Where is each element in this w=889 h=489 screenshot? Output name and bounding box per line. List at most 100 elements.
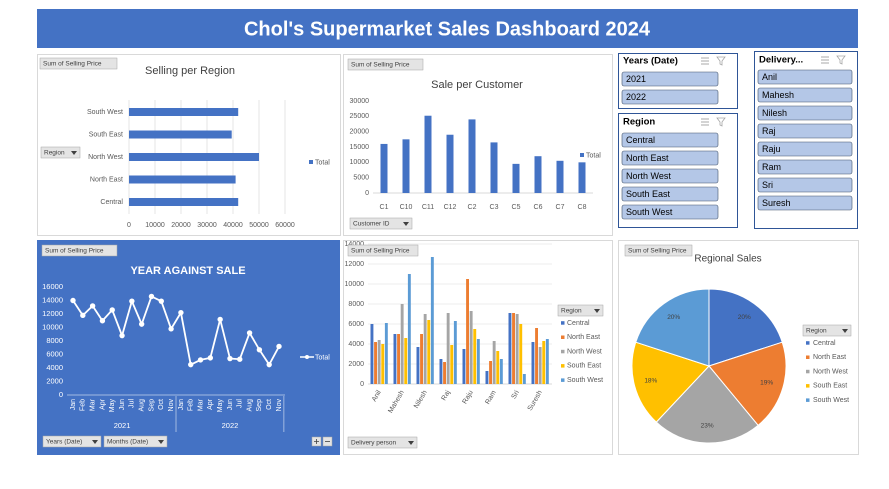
field-button[interactable] — [41, 244, 118, 257]
x-tick-label: C7 — [556, 204, 565, 211]
bar — [450, 345, 454, 384]
slicer-item[interactable] — [757, 123, 853, 139]
slicer-item[interactable] — [757, 141, 853, 157]
clear-filter-icon[interactable] — [836, 55, 846, 65]
slicer-item[interactable] — [757, 69, 853, 85]
marker — [217, 316, 223, 323]
x-tick-label: Oct — [158, 399, 165, 410]
legend-swatch — [561, 321, 565, 325]
slicer-item-label: Central — [626, 135, 655, 145]
multi-select-icon[interactable] — [701, 118, 709, 126]
field-button[interactable] — [347, 436, 418, 449]
field-button-label: Sum of Selling Price — [351, 62, 410, 69]
field-button[interactable] — [40, 146, 81, 159]
legend-swatch — [561, 335, 565, 339]
field-button-label: Months (Date) — [107, 439, 148, 446]
y-tick-label: 0 — [59, 390, 63, 399]
slicer-item[interactable] — [757, 105, 853, 121]
clear-filter-icon[interactable] — [716, 117, 726, 127]
bar — [129, 108, 239, 116]
legend-label: South West — [567, 377, 603, 384]
bar — [402, 139, 410, 193]
slicer-item[interactable] — [621, 150, 719, 166]
y-tick-label: 12000 — [42, 309, 63, 318]
bar — [485, 371, 489, 384]
x-tick-label: C3 — [490, 204, 499, 211]
slicer-item[interactable] — [757, 159, 853, 175]
multi-select-icon[interactable] — [701, 57, 709, 65]
bar — [380, 143, 388, 193]
bar — [420, 334, 423, 384]
field-button[interactable] — [347, 58, 424, 71]
slicer-item-label: Ram — [762, 162, 781, 172]
field-button[interactable] — [802, 324, 852, 337]
clear-filter-icon[interactable] — [716, 56, 726, 66]
field-button-label: Delivery person — [351, 440, 397, 447]
legend-swatch — [806, 341, 810, 345]
field-button-label: Region — [44, 150, 65, 157]
slicer-item[interactable] — [757, 195, 853, 211]
slicer-item[interactable] — [621, 132, 719, 148]
marker — [70, 297, 76, 304]
data-label: 18% — [644, 378, 657, 385]
slicer-title: Years (Date) — [623, 56, 678, 67]
field-button[interactable] — [42, 435, 102, 448]
legend-label: Total — [315, 159, 330, 166]
y-tick-label: 8000 — [46, 336, 63, 345]
field-button[interactable] — [39, 57, 118, 70]
x-tick-label: Feb — [80, 399, 87, 411]
legend-swatch — [806, 398, 810, 402]
field-button[interactable] — [349, 217, 413, 230]
y-tick-label: 30000 — [350, 98, 370, 105]
y-tick-label: 4000 — [348, 341, 364, 348]
bar — [496, 351, 500, 384]
marker — [129, 298, 135, 304]
slicer-item-label: South West — [626, 207, 673, 217]
marker — [197, 357, 204, 363]
y-tick-label: 10000 — [42, 322, 63, 331]
bar — [534, 156, 542, 193]
field-button[interactable] — [557, 304, 604, 317]
y-tick-label: 5000 — [353, 175, 369, 182]
x-tick-label: Jan — [178, 399, 185, 410]
slicer-title: Region — [623, 117, 655, 128]
plus-icon — [314, 439, 319, 444]
slicer-item[interactable] — [621, 204, 719, 220]
slicer-item-label: Suresh — [762, 198, 791, 208]
pie-slice — [631, 341, 710, 423]
slicer-item[interactable] — [621, 71, 719, 87]
slicer-item[interactable] — [621, 186, 719, 202]
y-tick-label: 4000 — [46, 363, 63, 372]
x-tick-label: Sep — [148, 399, 155, 412]
chart-title: Sale per Customer — [431, 79, 523, 91]
slicer-item[interactable] — [621, 168, 719, 184]
x-tick-label: C12 — [444, 204, 457, 211]
bar — [381, 344, 385, 384]
slicer-item[interactable] — [757, 87, 853, 103]
legend-label: North East — [567, 334, 600, 341]
x-tick-label: Nov — [168, 399, 175, 412]
field-button[interactable] — [624, 244, 693, 257]
legend-label: South East — [813, 383, 847, 390]
slicer-item[interactable] — [621, 89, 719, 105]
x-tick-label: Sep — [256, 399, 263, 412]
field-button-label: Sum of Selling Price — [628, 248, 687, 255]
dropdown-arrow — [403, 222, 409, 226]
field-button[interactable] — [347, 244, 419, 257]
x-tick-label: Feb — [188, 399, 195, 411]
bar — [374, 342, 377, 384]
field-button[interactable] — [103, 435, 168, 448]
multi-select-icon[interactable] — [821, 56, 829, 64]
legend-label: North East — [813, 354, 846, 361]
panel — [343, 54, 613, 236]
data-label: 20% — [738, 314, 751, 321]
slicer-item-label: Raj — [762, 126, 776, 136]
x-tick-label: Jul — [237, 399, 244, 408]
x-tick-label: 0 — [127, 222, 131, 229]
bar — [424, 115, 432, 193]
bar — [407, 274, 411, 384]
slicer-item[interactable] — [757, 177, 853, 193]
marker — [266, 361, 272, 368]
x-tick-label: C5 — [512, 204, 521, 211]
bar — [393, 334, 397, 384]
